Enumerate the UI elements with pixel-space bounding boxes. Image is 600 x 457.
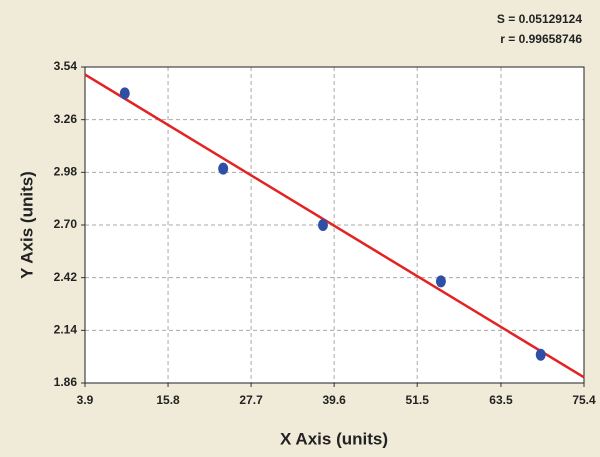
annotation: S = 0.05129124 bbox=[497, 12, 582, 26]
y-tick-label: 2.42 bbox=[54, 270, 78, 284]
x-tick-label: 39.6 bbox=[322, 393, 346, 407]
x-tick-label: 75.4 bbox=[572, 393, 596, 407]
x-axis-title: X Axis (units) bbox=[280, 429, 388, 448]
point bbox=[317, 219, 328, 231]
point bbox=[535, 348, 546, 361]
x-tick-label: 15.8 bbox=[156, 393, 180, 407]
annotation: r = 0.99658746 bbox=[500, 32, 582, 46]
y-tick-label: 3.54 bbox=[54, 59, 78, 73]
point bbox=[119, 87, 130, 100]
y-tick-label: 2.98 bbox=[54, 165, 78, 179]
y-tick-label: 3.26 bbox=[54, 112, 78, 126]
y-tick-label: 1.86 bbox=[54, 375, 78, 389]
point bbox=[435, 275, 446, 288]
fit-line bbox=[84, 73, 585, 379]
y-tick-label: 2.70 bbox=[54, 217, 78, 231]
x-tick-label: 3.9 bbox=[77, 393, 94, 407]
y-axis-title: Y Axis (units) bbox=[17, 171, 36, 279]
point bbox=[218, 162, 229, 175]
x-tick-label: 51.5 bbox=[406, 393, 430, 407]
x-tick-label: 63.5 bbox=[489, 393, 513, 407]
y-tick-label: 2.14 bbox=[54, 323, 78, 337]
x-tick-label: 27.7 bbox=[239, 393, 263, 407]
plot-border bbox=[84, 66, 585, 384]
